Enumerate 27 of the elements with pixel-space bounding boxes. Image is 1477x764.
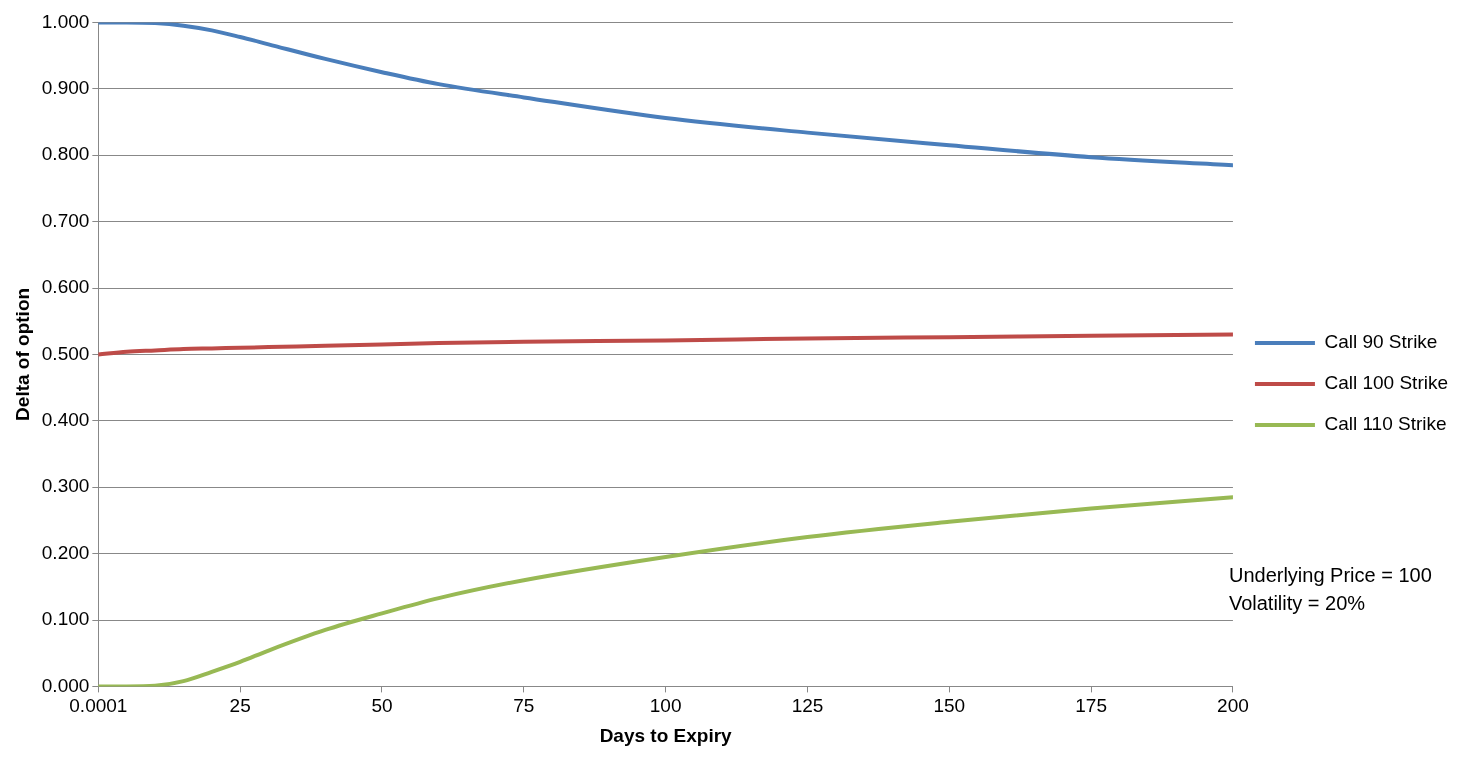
x-tick-label: 150 — [933, 695, 966, 717]
y-tick-label: 0.200 — [41, 541, 90, 563]
y-tick-label: 0.400 — [41, 409, 90, 431]
legend-label: Call 90 Strike — [1324, 331, 1438, 353]
legend-label: Call 110 Strike — [1324, 413, 1447, 435]
y-tick-label: 0.500 — [41, 342, 90, 364]
y-axis-title: Delta of option — [11, 287, 33, 421]
y-tick-label: 0.700 — [41, 209, 90, 231]
y-tick-label: 0.600 — [41, 276, 90, 298]
x-tick-label: 100 — [649, 695, 682, 717]
annotation: Volatility = 20% — [1228, 592, 1366, 615]
x-tick-label: 125 — [791, 695, 824, 717]
legend-label: Call 100 Strike — [1324, 372, 1449, 394]
x-tick-label: 175 — [1075, 695, 1107, 717]
y-tick-label: 1.000 — [41, 10, 90, 32]
y-tick-label: 0.800 — [41, 143, 90, 165]
y-tick-label: 0.100 — [41, 608, 90, 630]
x-tick-label: 50 — [371, 695, 393, 717]
x-tick-label: 25 — [229, 695, 251, 717]
y-tick-label: 0.000 — [41, 674, 90, 696]
annotation: Underlying Price = 100 — [1228, 564, 1432, 587]
x-tick-label: 75 — [513, 695, 535, 717]
x-tick-label: 0.0001 — [69, 695, 128, 717]
x-axis-title: Days to Expiry — [599, 724, 733, 746]
y-tick-label: 0.900 — [41, 77, 90, 99]
y-tick-label: 0.300 — [41, 475, 90, 497]
x-tick-label: 200 — [1217, 695, 1249, 717]
